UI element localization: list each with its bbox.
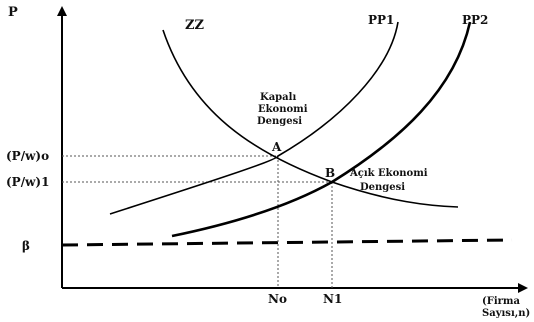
beta-line — [61, 238, 513, 247]
tick-n0: No — [268, 292, 287, 306]
pp1-curve — [109, 21, 399, 215]
open-economy-label-1: Açık Ekonomi — [349, 168, 428, 179]
pp2-label: PP2 — [462, 13, 488, 27]
closed-economy-label-1: Kapalı — [260, 92, 296, 103]
pp2-curve — [171, 21, 472, 238]
x-axis-label-2: Sayısı,n) — [482, 308, 530, 319]
y-axis-arrow — [57, 6, 67, 16]
zz-curve — [162, 29, 459, 208]
pp1-label: PP1 — [368, 13, 394, 27]
closed-economy-label-2: Ekonomi — [258, 104, 308, 115]
x-axis-label-1: (Firma — [482, 296, 520, 307]
tick-n1: N1 — [323, 292, 342, 306]
point-a-label: A — [271, 140, 282, 154]
zz-label: ZZ — [185, 18, 204, 33]
y-axis-label: P — [8, 5, 18, 20]
point-b-label: B — [325, 166, 335, 180]
x-axis-arrow — [518, 283, 528, 293]
beta-label: β — [22, 239, 30, 253]
tick-p-w-0: (P/w)o — [6, 149, 49, 163]
open-economy-label-2: Dengesi — [360, 182, 405, 193]
closed-economy-label-3: Dengesi — [257, 116, 302, 127]
tick-p-w-1: (P/w)1 — [6, 175, 49, 189]
